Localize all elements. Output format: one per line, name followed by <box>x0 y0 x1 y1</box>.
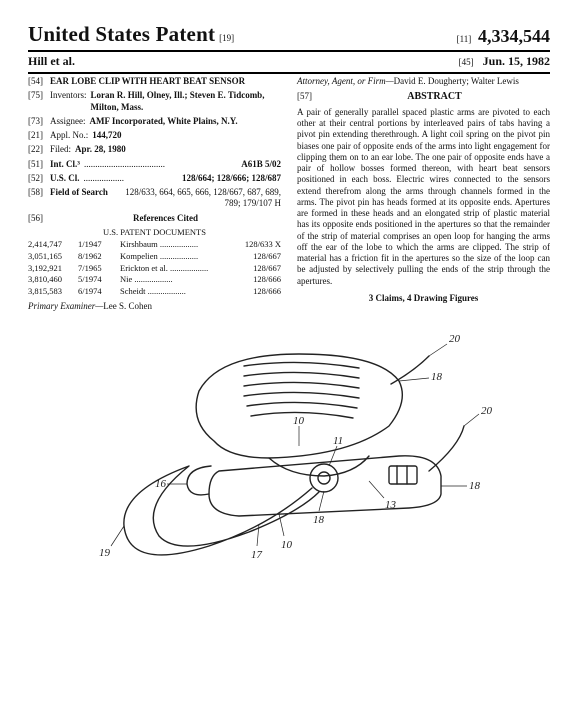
field-51: [51] Int. Cl.³ .........................… <box>28 159 281 170</box>
patent-figure: 20 20 18 18 10 11 13 16 10 17 19 18 <box>69 326 509 606</box>
f52-num: [52] <box>28 173 50 184</box>
examiner-row: Primary Examiner—Lee S. Cohen <box>28 301 281 312</box>
field-56: [56] References Cited <box>28 213 281 224</box>
field-22: [22] Filed: Apr. 28, 1980 <box>28 144 281 155</box>
patent-ref-row: 2,414,7471/1947Kirshbaum ...............… <box>28 239 281 250</box>
f51-lbl: Int. Cl.³ <box>50 159 80 170</box>
fig-label-11: 11 <box>333 435 343 447</box>
f21-lbl: Appl. No.: <box>50 130 88 141</box>
patent-page: United States Patent [19] [11] 4,334,544… <box>0 0 578 616</box>
patent-refs: 2,414,7471/1947Kirshbaum ...............… <box>28 239 281 296</box>
f51-dots: .................................... <box>84 159 241 170</box>
f52-val: 128/664; 128/666; 128/687 <box>182 173 281 184</box>
rule-bottom <box>28 72 550 74</box>
inventor-line: Hill et al. <box>28 54 75 69</box>
abs-num: [57] <box>297 91 319 102</box>
f75-num: [75] <box>28 90 50 113</box>
claims-line: 3 Claims, 4 Drawing Figures <box>297 293 550 304</box>
field-52: [52] U.S. Cl. .................. 128/664… <box>28 173 281 184</box>
f73-val: AMF Incorporated, White Plains, N.Y. <box>90 116 282 127</box>
f75-val: Loran R. Hill, Olney, Ill.; Steven E. Ti… <box>91 90 282 113</box>
f75-lbl: Inventors: <box>50 90 87 113</box>
abs-body: A pair of generally parallel spaced plas… <box>297 107 550 287</box>
f58-num: [58] <box>28 187 50 210</box>
fig-label-10b: 10 <box>281 539 293 551</box>
field-58: [58] Field of Search .......... 128/633,… <box>28 187 281 210</box>
fig-label-10a: 10 <box>293 415 305 427</box>
patent-ref-row: 3,810,4605/1974Nie ..................128… <box>28 274 281 285</box>
fig-label-18c: 18 <box>313 514 325 526</box>
issue-date-block: [45] Jun. 15, 1982 <box>459 54 550 69</box>
abs-title: ABSTRACT <box>319 91 550 104</box>
examiner-lbl: Primary Examiner— <box>28 301 103 311</box>
field-21: [21] Appl. No.: 144,720 <box>28 130 281 141</box>
rule-top <box>28 50 550 52</box>
attorney-lbl: Attorney, Agent, or Firm— <box>297 76 394 86</box>
f22-val: Apr. 28, 1980 <box>75 144 281 155</box>
f56-num: [56] <box>28 213 50 224</box>
f73-lbl: Assignee: <box>50 116 86 127</box>
header-row: United States Patent [19] [11] 4,334,544 <box>28 22 550 47</box>
patent-number-block: [11] 4,334,544 <box>457 26 550 47</box>
doc-code: [19] <box>219 33 234 43</box>
f21-val: 144,720 <box>92 130 281 141</box>
fig-label-16: 16 <box>155 478 167 490</box>
fig-label-18b: 18 <box>469 480 481 492</box>
fig-label-17: 17 <box>251 549 263 561</box>
figure-area: 20 20 18 18 10 11 13 16 10 17 19 18 <box>28 326 550 606</box>
f73-num: [73] <box>28 116 50 127</box>
f22-num: [22] <box>28 144 50 155</box>
f52-dots: .................. <box>84 173 182 184</box>
patent-ref-row: 3,051,1658/1962Kompelien ...............… <box>28 251 281 262</box>
left-column: [54] EAR LOBE CLIP WITH HEART BEAT SENSO… <box>28 76 281 312</box>
patent-number: 4,334,544 <box>478 26 550 46</box>
f58-lbl: Field of Search <box>50 187 108 210</box>
f54-num: [54] <box>28 76 50 87</box>
examiner-val: Lee S. Cohen <box>103 301 152 311</box>
f54-val: EAR LOBE CLIP WITH HEART BEAT SENSOR <box>50 76 281 87</box>
fig-label-18a: 18 <box>431 371 443 383</box>
title-block: United States Patent [19] <box>28 22 234 47</box>
field-73: [73] Assignee: AMF Incorporated, White P… <box>28 116 281 127</box>
f51-val: A61B 5/02 <box>241 159 281 170</box>
f22-lbl: Filed: <box>50 144 71 155</box>
code-11: [11] <box>457 34 472 44</box>
code-45: [45] <box>459 57 474 67</box>
sub-row: Hill et al. [45] Jun. 15, 1982 <box>28 54 550 69</box>
issue-date: Jun. 15, 1982 <box>483 54 550 68</box>
right-column: Attorney, Agent, or Firm—David E. Doughe… <box>297 76 550 312</box>
fig-label-19: 19 <box>99 547 111 559</box>
attorney-val: David E. Dougherty; Walter Lewis <box>394 76 519 86</box>
field-75: [75] Inventors: Loran R. Hill, Olney, Il… <box>28 90 281 113</box>
patent-ref-row: 3,815,5836/1974Scheidt .................… <box>28 286 281 297</box>
abstract-header: [57] ABSTRACT <box>297 91 550 107</box>
biblio-columns: [54] EAR LOBE CLIP WITH HEART BEAT SENSO… <box>28 76 550 312</box>
attorney-row: Attorney, Agent, or Firm—David E. Doughe… <box>297 76 550 87</box>
fig-label-20a: 20 <box>449 333 461 345</box>
fig-label-20b: 20 <box>481 405 493 417</box>
main-title: United States Patent <box>28 22 215 46</box>
patent-ref-row: 3,192,9217/1965Erickton et al. .........… <box>28 263 281 274</box>
refs-sub: U.S. PATENT DOCUMENTS <box>28 227 281 238</box>
f21-num: [21] <box>28 130 50 141</box>
fig-label-13: 13 <box>385 499 397 511</box>
f58-val: 128/633, 664, 665, 666, 128/667, 687, 68… <box>112 187 281 210</box>
field-54: [54] EAR LOBE CLIP WITH HEART BEAT SENSO… <box>28 76 281 87</box>
f51-num: [51] <box>28 159 50 170</box>
f52-lbl: U.S. Cl. <box>50 173 80 184</box>
f56-lbl: References Cited <box>50 213 281 224</box>
